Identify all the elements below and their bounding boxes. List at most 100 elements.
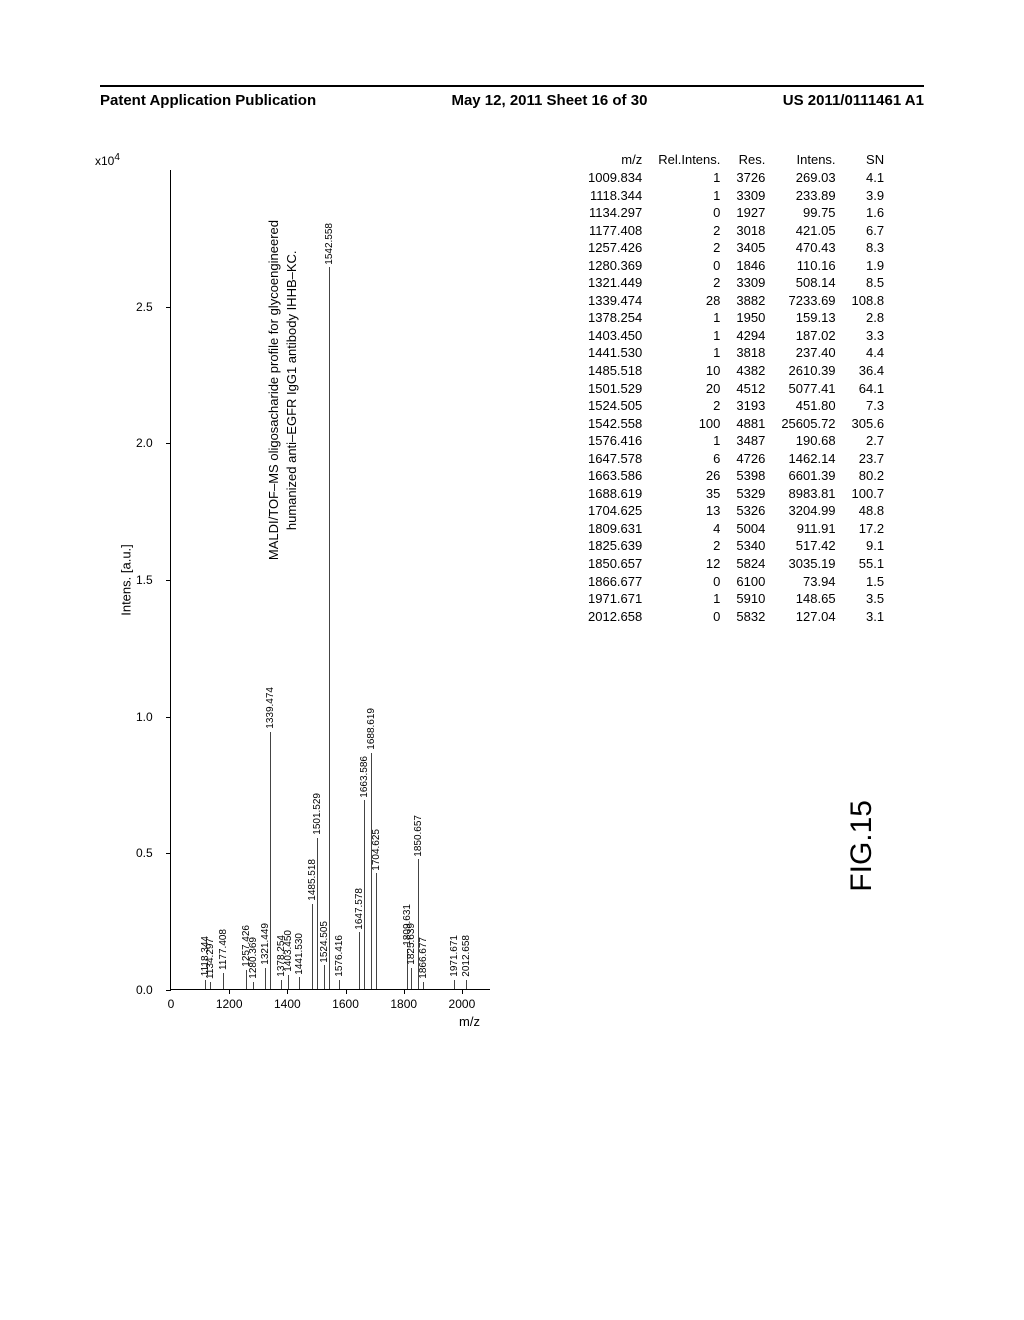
table-cell: 1809.631 [580,520,650,538]
y-scale-factor: x104 [95,152,120,168]
table-cell: 2012.658 [580,608,650,626]
peak-line [376,873,377,989]
table-cell: 20 [650,380,728,398]
table-cell: 1321.449 [580,274,650,292]
header-right: US 2011/0111461 A1 [783,92,924,109]
peak-line [329,267,330,989]
table-cell: 2.8 [844,309,893,327]
peak-line [317,838,318,989]
table-cell: 5329 [728,485,773,503]
table-row: 1339.4742838827233.69108.8 [580,292,892,310]
table-cell: 1257.426 [580,239,650,257]
table-cell: 4512 [728,380,773,398]
table-cell: 3.9 [844,187,893,205]
table-cell: 1 [650,590,728,608]
peak-line [411,968,412,989]
table-cell: 3309 [728,187,773,205]
table-row: 1441.53013818237.404.4 [580,344,892,362]
table-cell: 1825.639 [580,537,650,555]
table-cell: 1927 [728,204,773,222]
peak-label: 1280.369 [248,937,259,979]
table-cell: 233.89 [773,187,843,205]
table-cell: 6100 [728,573,773,591]
peak-label: 1825.639 [406,923,417,965]
table-row: 1866.6770610073.941.5 [580,573,892,591]
table-row: 1280.36901846110.161.9 [580,257,892,275]
table-row: 1576.41613487190.682.7 [580,432,892,450]
y-tick-label: 0.5 [136,846,153,860]
table-cell: 8983.81 [773,485,843,503]
table-cell: 0 [650,257,728,275]
x-tick [229,989,230,994]
table-row: 1403.45014294187.023.3 [580,327,892,345]
table-cell: 3035.19 [773,555,843,573]
y-tick [166,717,171,718]
peak-line [364,800,365,989]
table-cell: 1441.530 [580,344,650,362]
y-tick [166,443,171,444]
table-cell: 1524.505 [580,397,650,415]
table-cell: 5824 [728,555,773,573]
table-cell: 0 [650,608,728,626]
table-cell: 2.7 [844,432,893,450]
peak-label: 1971.671 [449,935,460,977]
peak-label: 1403.450 [283,930,294,972]
table-cell: 5004 [728,520,773,538]
table-row: 1542.558100488125605.72305.6 [580,415,892,433]
table-row: 1647.578647261462.1423.7 [580,450,892,468]
table-cell: 2 [650,274,728,292]
peak-label: 1850.657 [413,815,424,857]
header-left: Patent Application Publication [100,92,316,109]
peak-label: 1576.416 [334,935,345,977]
table-cell: 1950 [728,309,773,327]
table-row: 1704.6251353263204.9948.8 [580,502,892,520]
table-cell: 3193 [728,397,773,415]
table-cell: 5077.41 [773,380,843,398]
table-cell: 1501.529 [580,380,650,398]
table-cell: 1688.619 [580,485,650,503]
table-cell: 100.7 [844,485,893,503]
table-cell: 508.14 [773,274,843,292]
table-cell: 3405 [728,239,773,257]
peak-data-table: m/zRel.Intens.Res.Intens.SN 1009.8341372… [580,152,892,625]
table-cell: 1 [650,344,728,362]
table-cell: 6.7 [844,222,893,240]
y-tick-label: 1.5 [136,573,153,587]
table-cell: 1118.344 [580,187,650,205]
table-header: Res. [728,152,773,169]
table-cell: 5832 [728,608,773,626]
peak-line [223,973,224,990]
table-cell: 237.40 [773,344,843,362]
peak-line [423,982,424,989]
table-row: 1257.42623405470.438.3 [580,239,892,257]
table-cell: 8.3 [844,239,893,257]
y-tick [166,307,171,308]
table-cell: 911.91 [773,520,843,538]
y-tick-label: 0.0 [136,983,153,997]
table-cell: 0 [650,204,728,222]
figure-label: FIG.15 [845,800,879,892]
peak-label: 1339.474 [265,687,276,729]
peak-line [265,968,266,989]
table-cell: 1485.518 [580,362,650,380]
table-cell: 2 [650,222,728,240]
peak-label: 2012.658 [461,935,472,977]
y-tick [166,990,171,991]
peak-line [288,975,289,989]
table-cell: 73.94 [773,573,843,591]
table-cell: 2 [650,239,728,257]
table-cell: 1576.416 [580,432,650,450]
table-cell: 451.80 [773,397,843,415]
table-cell: 1403.450 [580,327,650,345]
peak-label: 1663.586 [359,756,370,798]
table-cell: 5326 [728,502,773,520]
x-tick-label: 1800 [390,997,417,1011]
table-row: 1118.34413309233.893.9 [580,187,892,205]
table-cell: 190.68 [773,432,843,450]
table-cell: 187.02 [773,327,843,345]
peak-label: 1134.297 [205,938,216,979]
table-cell: 305.6 [844,415,893,433]
table-row: 1485.5181043822610.3936.4 [580,362,892,380]
table-cell: 13 [650,502,728,520]
x-tick [287,989,288,994]
